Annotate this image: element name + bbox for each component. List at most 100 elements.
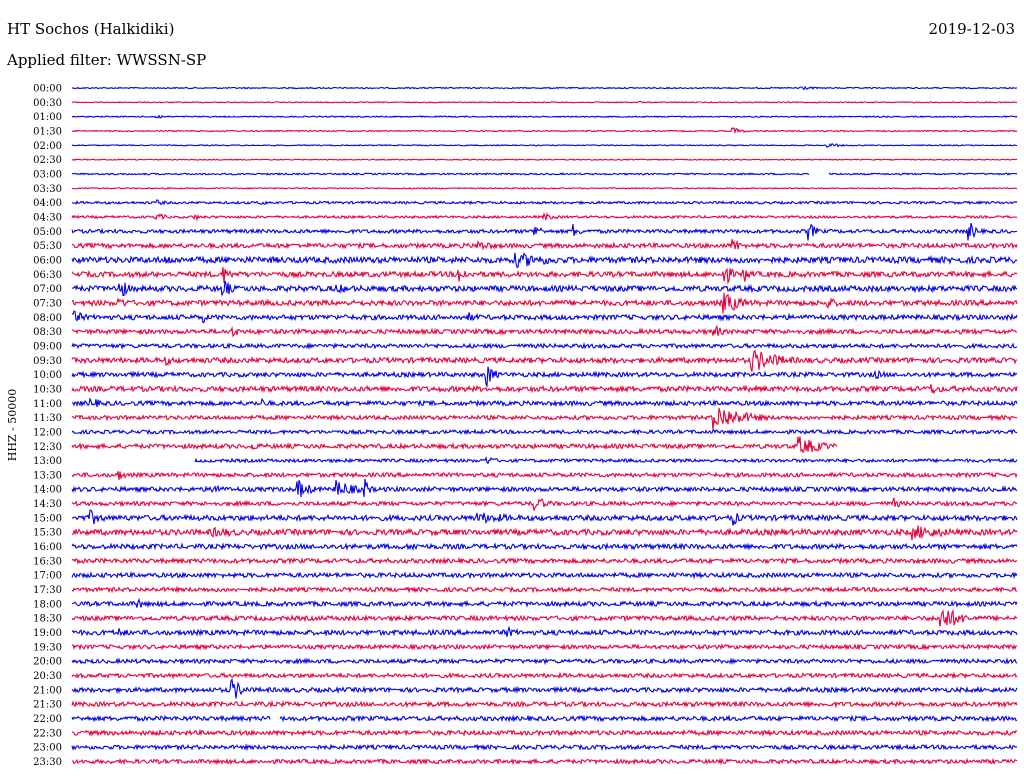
tick-label: 03:00	[33, 169, 62, 180]
trace-line	[71, 556, 1017, 565]
tick-label: 15:30	[33, 528, 62, 539]
trace-group	[71, 85, 1018, 766]
tick-label: 10:00	[33, 370, 62, 381]
trace-line	[71, 497, 1018, 511]
trace-line	[71, 436, 838, 454]
trace-line	[71, 625, 1018, 637]
trace-line	[71, 158, 1018, 161]
trace-line	[71, 597, 1018, 609]
tick-label: 14:00	[33, 485, 62, 496]
filter-label: Applied filter: WWSSN-SP	[7, 51, 207, 69]
trace-line	[71, 525, 1018, 541]
tick-label: 19:30	[33, 642, 62, 653]
tick-label: 18:30	[33, 614, 62, 625]
tick-label: 14:30	[33, 499, 62, 510]
tick-label: 04:00	[33, 198, 62, 209]
trace-line	[71, 127, 1018, 135]
trace-line	[71, 642, 1018, 651]
trace-line	[71, 428, 1018, 436]
trace-line	[71, 280, 1018, 297]
tick-label: 21:00	[33, 685, 62, 696]
trace-line	[72, 100, 1018, 104]
trace-line	[71, 310, 1018, 324]
trace-line	[71, 366, 1018, 388]
tick-label: 13:30	[33, 470, 62, 481]
trace-line	[71, 222, 1018, 241]
tick-label: 03:30	[33, 184, 62, 195]
tick-label: 15:00	[33, 513, 62, 524]
tick-label: 18:00	[33, 599, 62, 610]
channel-label: HHZ - 50000	[6, 389, 19, 462]
trace-line	[71, 199, 1018, 206]
tick-label: 00:30	[33, 98, 62, 109]
trace-line	[71, 341, 1018, 350]
trace-line	[71, 657, 1018, 666]
tick-label: 08:00	[33, 313, 62, 324]
tick-label: 17:00	[33, 571, 62, 582]
tick-label: 12:30	[33, 442, 62, 453]
trace-line	[71, 211, 1018, 222]
tick-label: 20:30	[33, 671, 62, 682]
trace-line	[71, 542, 1018, 552]
station-title: HT Sochos (Halkidiki)	[7, 20, 175, 38]
trace-line	[194, 456, 1018, 465]
tick-label: 01:00	[33, 112, 62, 123]
trace-line	[71, 714, 1018, 723]
tick-label: 16:30	[33, 556, 62, 567]
tick-label: 05:00	[33, 227, 62, 238]
tick-label: 22:30	[33, 728, 62, 739]
trace-line	[71, 172, 1018, 176]
tick-label: 09:00	[33, 341, 62, 352]
trace-line	[71, 743, 1018, 752]
trace-line	[71, 570, 1018, 580]
trace-line	[71, 114, 1018, 119]
tick-label: 12:00	[33, 427, 62, 438]
trace-line	[71, 509, 1018, 526]
trace-line	[71, 671, 1018, 680]
trace-line	[71, 267, 1018, 285]
trace-line	[71, 142, 1018, 149]
tick-label: 11:00	[33, 399, 62, 410]
trace-line	[71, 408, 1018, 431]
tick-label: 08:30	[33, 327, 62, 338]
trace-line	[71, 609, 1018, 627]
trace-line	[71, 186, 1018, 190]
tick-label: 23:30	[33, 757, 62, 768]
trace-line	[71, 292, 1018, 314]
tick-label: 00:00	[33, 84, 62, 95]
tick-label: 04:30	[33, 212, 62, 223]
tick-label: 20:00	[33, 657, 62, 668]
trace-line	[71, 757, 1018, 766]
tick-label: 13:00	[33, 456, 62, 467]
trace-line	[71, 349, 1018, 372]
tick-label: 11:30	[33, 413, 62, 424]
tick-label: 19:00	[33, 628, 62, 639]
tick-label: 17:30	[33, 585, 62, 596]
tick-label: 10:30	[33, 384, 62, 395]
tick-label: 05:30	[33, 241, 62, 252]
tick-label: 02:30	[33, 155, 62, 166]
tick-label: 23:00	[33, 743, 62, 754]
tick-label: 21:30	[33, 700, 62, 711]
trace-line	[71, 678, 1018, 699]
tick-label: 22:00	[33, 714, 62, 725]
tick-label: 07:30	[33, 298, 62, 309]
trace-line	[71, 251, 1018, 268]
tick-label: 06:00	[33, 255, 62, 266]
tick-label: 09:30	[33, 356, 62, 367]
tick-label: 01:30	[33, 126, 62, 137]
trace-line	[71, 728, 1018, 738]
trace-line	[71, 238, 1018, 251]
trace-line	[71, 700, 1018, 709]
tick-label: 07:00	[33, 284, 62, 295]
trace-line	[71, 384, 1018, 395]
time-ticks: 00:00 00:30 01:00 01:30 02:00 02:30 03:00 03:30…	[33, 84, 62, 769]
trace-line	[71, 397, 1018, 408]
tick-label: 16:00	[33, 542, 62, 553]
trace-line	[71, 324, 1018, 338]
tick-label: 02:00	[33, 141, 62, 152]
trace-line	[71, 471, 1018, 480]
record-date: 2019-12-03	[928, 20, 1015, 38]
trace-line	[71, 478, 1018, 498]
